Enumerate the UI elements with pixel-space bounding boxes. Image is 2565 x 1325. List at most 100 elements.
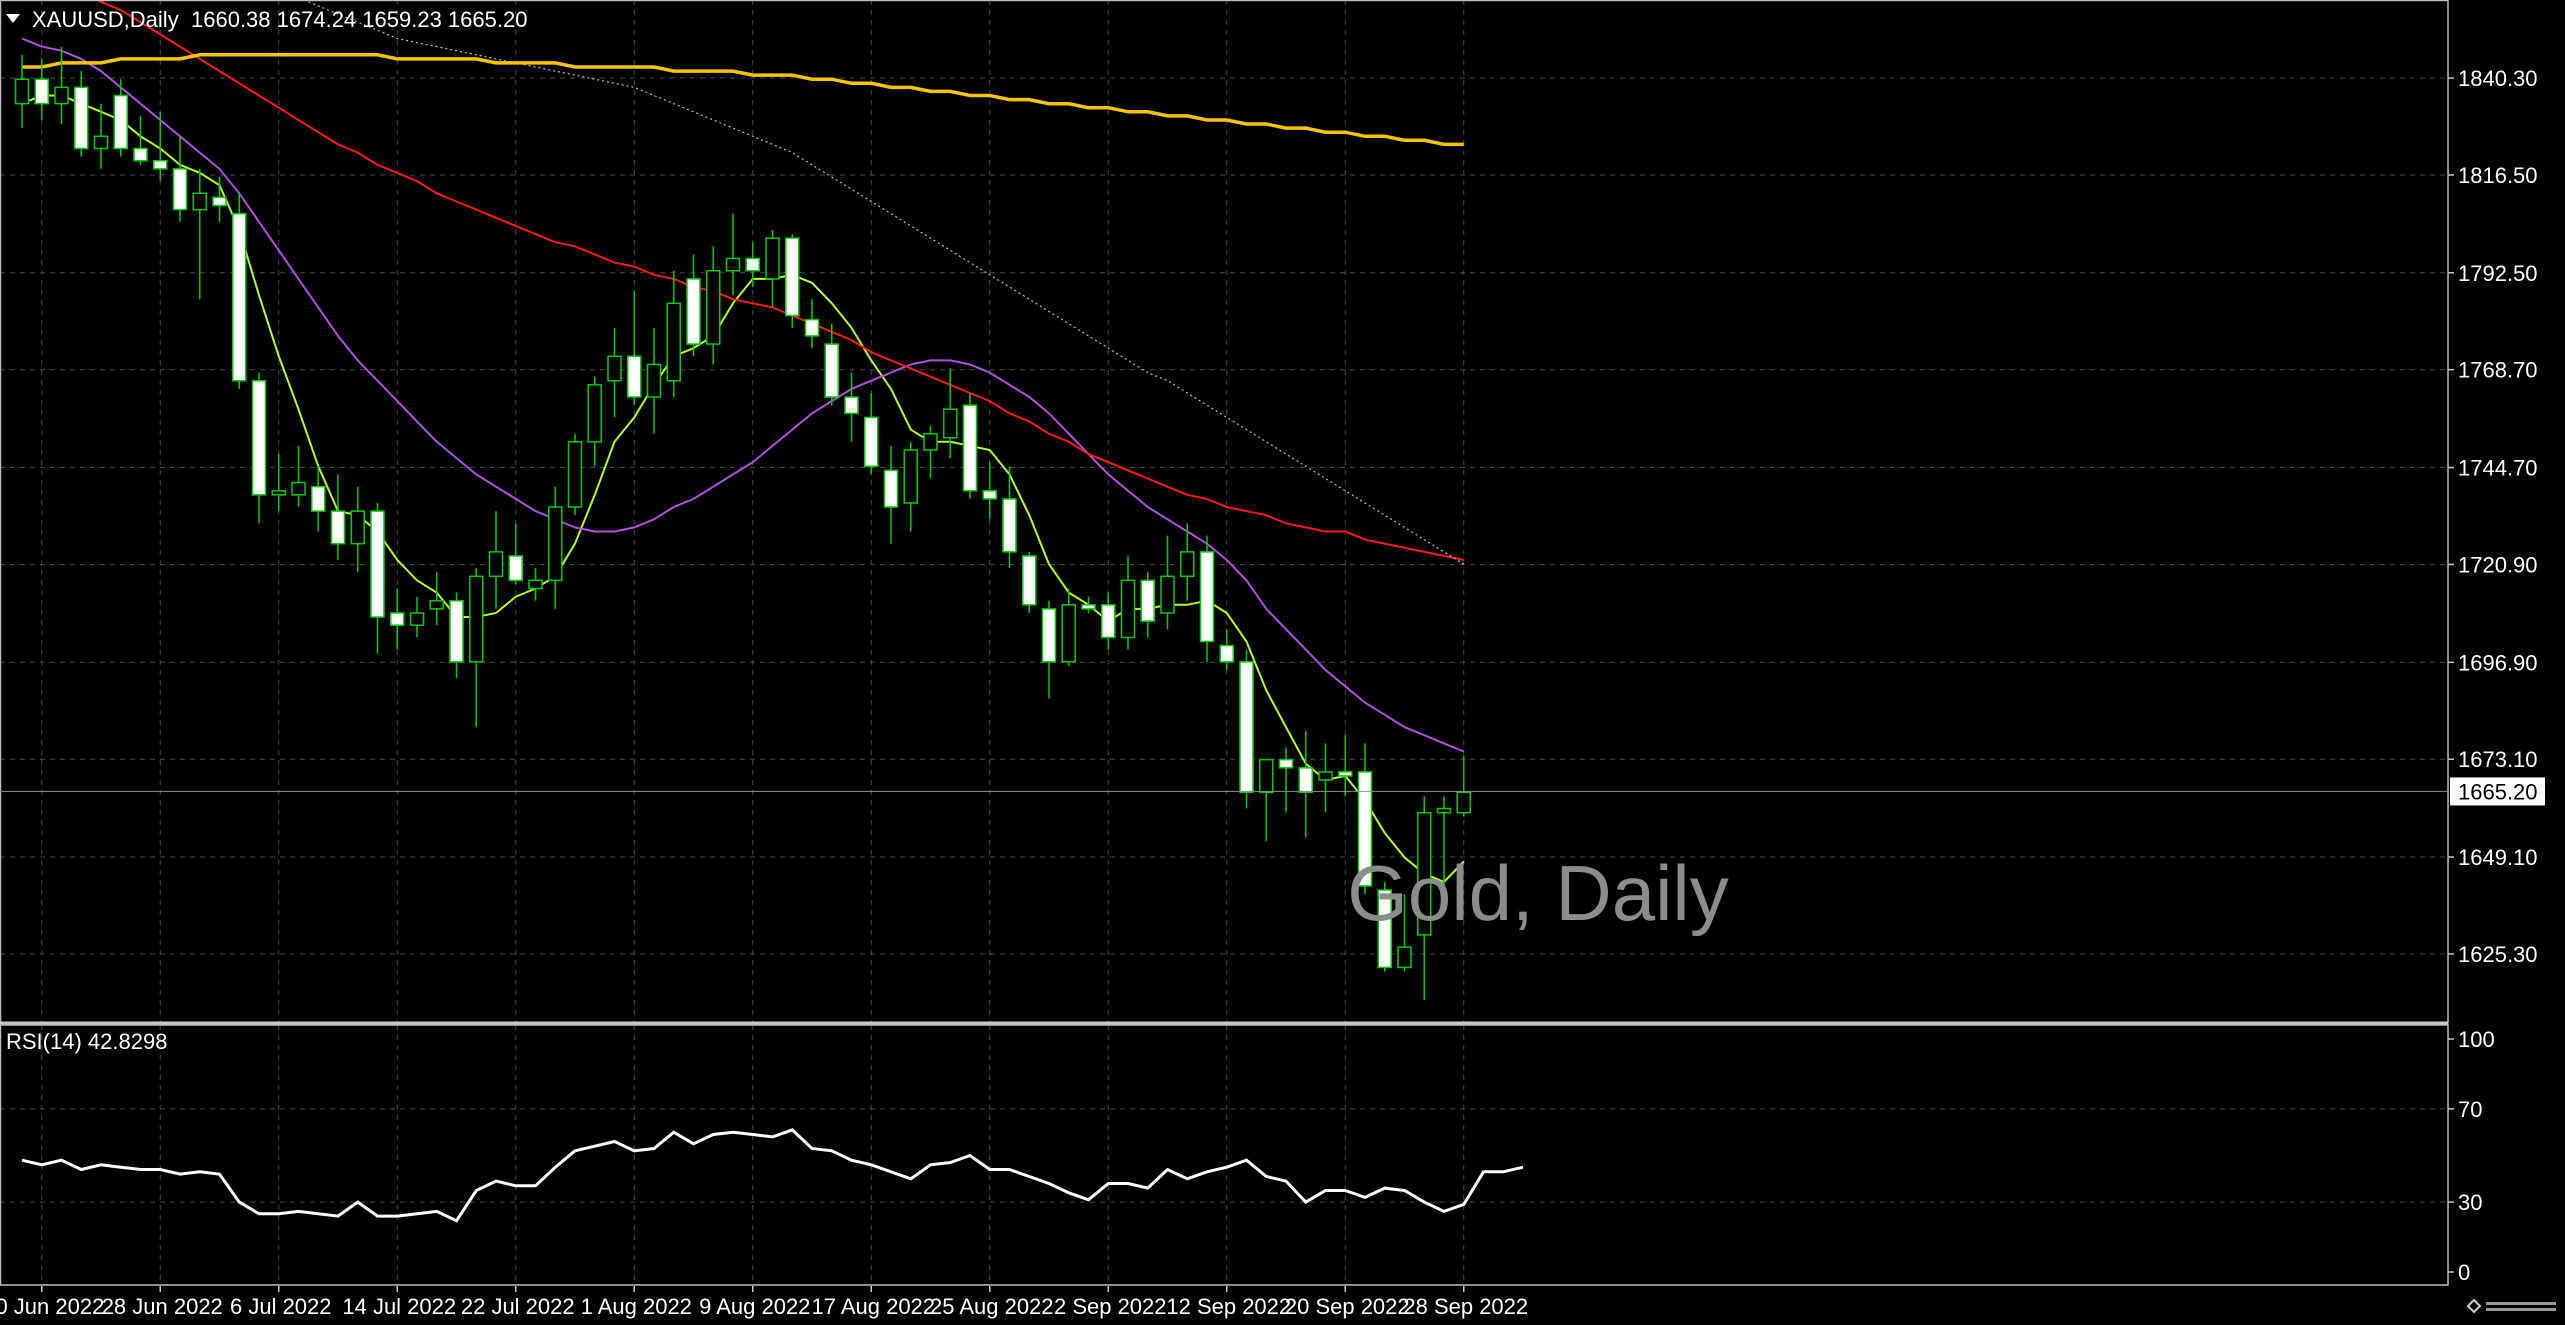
candle-body-bull — [1417, 811, 1432, 936]
candle-body-bear — [311, 485, 326, 512]
candle — [824, 323, 839, 406]
rsi-panel: 100 70 30 0 — [0, 1027, 2495, 1285]
date-tick-label: 20 Jun 2022 — [0, 1294, 104, 1319]
brand-logo — [2466, 1298, 2556, 1314]
candle-body-bear — [212, 196, 227, 207]
candle — [251, 372, 267, 524]
candle-body-bull — [706, 269, 721, 345]
candle — [686, 254, 701, 357]
date-tick-label: 25 Aug 2022 — [930, 1294, 1054, 1319]
last-price-box — [2450, 777, 2545, 806]
candle-body-bull — [1259, 758, 1274, 793]
candle — [350, 486, 365, 573]
candle — [212, 177, 227, 222]
candle-body-bull — [469, 575, 484, 663]
price-tick-label: 1696.90 — [2458, 650, 2538, 675]
rsi-title: RSI(14) 42.8298 — [6, 1029, 167, 1054]
candle-body-bear — [1002, 498, 1017, 553]
candle — [330, 474, 346, 561]
ma20-line — [21, 37, 1465, 753]
candle — [390, 588, 405, 650]
candle-body-bear — [133, 147, 148, 162]
candle — [311, 466, 326, 532]
candle — [1377, 881, 1392, 972]
candle — [370, 502, 385, 654]
candle-body-bull — [1120, 579, 1136, 639]
candle — [271, 454, 286, 512]
candle — [587, 376, 602, 467]
candle — [1239, 649, 1254, 809]
candle-body-bull — [528, 579, 543, 590]
ma5-line — [21, 94, 1465, 884]
candle — [785, 234, 800, 328]
candle — [74, 71, 89, 157]
candle — [1160, 535, 1175, 630]
candle-body-bull — [903, 449, 918, 504]
date-tick-label: 22 Jul 2022 — [461, 1294, 575, 1319]
date-tick-label: 6 Jul 2022 — [230, 1294, 332, 1319]
candle — [1397, 894, 1412, 972]
candle — [291, 445, 306, 508]
candle — [567, 433, 583, 516]
candle — [1436, 796, 1452, 899]
candle-body-bull — [1397, 946, 1412, 969]
candle-body-bull — [666, 302, 681, 382]
candle — [627, 291, 642, 406]
ma200-line — [22, 53, 1464, 147]
candle — [725, 213, 741, 296]
date-tick-label: 2 Sep 2022 — [1054, 1294, 1167, 1319]
price-tick-label: 1673.10 — [2458, 747, 2538, 772]
candle-body-bear — [449, 599, 464, 663]
candle-body-bear — [1219, 644, 1234, 663]
candle — [409, 596, 425, 638]
chart-watermark: Gold, Daily — [1347, 849, 1728, 937]
candle-body-bear — [883, 469, 899, 508]
candle — [1298, 731, 1313, 838]
candle-body-bear — [74, 86, 89, 150]
candle-body-bear — [1022, 555, 1037, 606]
candle-body-bear — [1101, 604, 1116, 639]
candle-body-bear — [1298, 767, 1313, 793]
candle-body-bear — [113, 94, 128, 150]
candle — [1259, 758, 1274, 842]
candle — [1002, 466, 1017, 569]
candle — [923, 425, 938, 479]
rsi-tick-label: 0 — [2458, 1260, 2470, 1285]
candle — [429, 572, 444, 626]
candle — [1219, 629, 1234, 671]
chart-header[interactable]: XAUUSD,Daily 1660.38 1674.24 1659.23 166… — [6, 7, 527, 32]
candle-body-bear — [1140, 579, 1155, 622]
candle — [943, 368, 958, 459]
candle-body-bull — [291, 481, 306, 496]
candle-body-bull — [765, 237, 780, 280]
candle-body-bear — [804, 318, 820, 337]
candle-body-bear — [785, 237, 800, 317]
candle — [844, 372, 859, 442]
price-tick-label: 1840.30 — [2458, 66, 2538, 91]
candle-body-bull — [14, 78, 30, 105]
date-tick-label: 1 Aug 2022 — [581, 1294, 692, 1319]
header-dropdown-icon[interactable] — [6, 14, 20, 23]
rsi-panel-frame — [0, 1024, 2449, 1286]
candle-body-bear — [508, 555, 523, 582]
price-tick-label: 1816.50 — [2458, 163, 2538, 188]
price-tick-label: 1792.50 — [2458, 261, 2538, 286]
candle-body-bear — [982, 489, 997, 500]
candle — [1357, 743, 1373, 895]
candle-body-bull — [93, 135, 109, 150]
candle — [646, 327, 662, 434]
candle-body-bull — [192, 192, 207, 211]
rsi-tick-label: 100 — [2458, 1027, 2495, 1052]
candle-body-bear — [153, 159, 168, 170]
candle — [1199, 535, 1215, 662]
candle-body-bear — [232, 212, 247, 382]
candle — [528, 568, 543, 601]
price-tick-label: 1720.90 — [2458, 552, 2538, 577]
candle — [765, 229, 780, 308]
candle — [508, 523, 523, 585]
rsi-line — [21, 1128, 1524, 1223]
candle-body-bull — [1456, 791, 1471, 814]
candle — [1061, 588, 1076, 666]
